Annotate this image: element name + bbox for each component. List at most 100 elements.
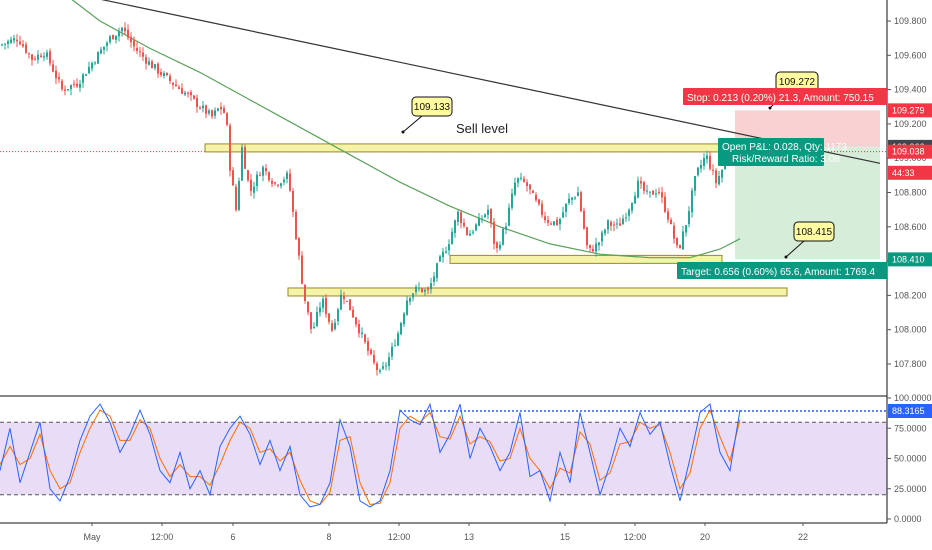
- candle-body: [265, 168, 267, 172]
- x-tick-label: 12:00: [151, 532, 174, 542]
- candle-body: [589, 244, 591, 248]
- x-tick-label: 15: [560, 532, 570, 542]
- candle-body: [538, 199, 540, 205]
- candle-body: [310, 312, 312, 329]
- candle-body: [685, 225, 687, 233]
- candle-body: [382, 366, 384, 369]
- candle-body: [367, 341, 369, 351]
- candle-body: [466, 227, 468, 235]
- callout-target-pointer: [785, 240, 805, 258]
- stoch-value-text: 88.3165: [892, 406, 925, 416]
- candle-body: [199, 107, 201, 109]
- trendline[interactable]: [0, 0, 881, 164]
- candle-body: [652, 190, 654, 195]
- candle-body: [349, 299, 351, 311]
- y-tick-label: 108.200: [894, 290, 927, 300]
- candle-body: [25, 44, 27, 53]
- candle-body: [682, 231, 684, 250]
- candle-body: [316, 312, 318, 326]
- candle-body: [592, 248, 594, 252]
- candle-body: [328, 313, 330, 322]
- callout-target[interactable]: 108.415: [784, 221, 835, 259]
- candle-body: [160, 72, 162, 75]
- sell-level-zone[interactable]: [204, 143, 724, 153]
- x-tick-label: May: [83, 532, 101, 542]
- candle-body: [607, 220, 609, 230]
- candle-body: [463, 223, 465, 226]
- candle-body: [718, 176, 720, 185]
- price-badge-bg: [888, 144, 932, 159]
- candle-body: [274, 182, 276, 184]
- candle-body: [277, 184, 279, 186]
- candle-body: [688, 210, 690, 225]
- candle-body: [340, 294, 342, 310]
- candle-body: [343, 296, 345, 300]
- y-tick-label: 109.800: [894, 16, 927, 26]
- candle-body: [667, 211, 669, 220]
- candle-body: [613, 224, 615, 226]
- candle-body: [520, 177, 522, 179]
- candle-body: [391, 346, 393, 357]
- candle-body: [67, 89, 69, 90]
- candle-body: [436, 263, 438, 279]
- candle-body: [184, 92, 186, 95]
- candle-body: [79, 84, 81, 88]
- candle-body: [100, 49, 102, 54]
- candle-body: [661, 192, 663, 198]
- candle-body: [244, 147, 246, 169]
- candle-body: [409, 297, 411, 302]
- candle-body: [19, 41, 21, 45]
- candle-body: [658, 192, 660, 194]
- candle-body: [535, 194, 537, 201]
- candle-body: [448, 244, 450, 251]
- candle-body: [301, 255, 303, 284]
- stoch-y-tick-label: 100.0000: [894, 393, 932, 403]
- candle-body: [355, 317, 357, 325]
- candle-body: [595, 243, 597, 252]
- stoch-y-tick-label: 75.0000: [894, 423, 927, 433]
- candle-body: [400, 323, 402, 335]
- candle-body: [700, 165, 702, 169]
- candle-body: [271, 181, 273, 184]
- candle-body: [514, 182, 516, 195]
- candle-body: [82, 74, 84, 83]
- candle-body: [502, 229, 504, 245]
- pnl-box-bg: [718, 138, 824, 166]
- candle-body: [526, 182, 528, 186]
- candle-body: [88, 66, 90, 74]
- candle-body: [298, 238, 300, 256]
- candle-body: [664, 196, 666, 212]
- candle-body: [721, 170, 723, 178]
- candle-body: [163, 73, 165, 76]
- candle-body: [136, 47, 138, 51]
- candle-body: [181, 88, 183, 94]
- candle-body: [229, 125, 231, 171]
- price-badge-text: 109.038: [892, 147, 925, 157]
- stoch-d-line: [0, 408, 741, 506]
- support-zone-mid[interactable]: [449, 254, 723, 264]
- stop-label: Stop: 0.213 (0.20%) 21.3, Amount: 750.15: [683, 88, 887, 105]
- candle-body: [679, 245, 681, 249]
- candle-body: [511, 193, 513, 208]
- candle-body: [148, 61, 150, 65]
- stop-label-text: Stop: 0.213 (0.20%) 21.3, Amount: 750.15: [687, 93, 874, 104]
- callout-sell-box: [411, 96, 453, 117]
- candle-body: [568, 198, 570, 203]
- candle-body: [241, 147, 243, 181]
- candle-body: [460, 212, 462, 223]
- candle-body: [670, 219, 672, 224]
- candle-body: [22, 44, 24, 47]
- candle-body: [31, 54, 33, 60]
- candle-body: [433, 276, 435, 282]
- support-zone-low[interactable]: [287, 287, 788, 297]
- candle-body: [541, 203, 543, 215]
- candle-body: [346, 300, 348, 302]
- candle-body: [694, 176, 696, 191]
- callout-sell[interactable]: 109.133: [401, 96, 453, 134]
- candle-body: [352, 310, 354, 318]
- candle-body: [646, 190, 648, 192]
- stoch-y-tick-label: 25.0000: [894, 484, 927, 494]
- candle-body: [583, 210, 585, 229]
